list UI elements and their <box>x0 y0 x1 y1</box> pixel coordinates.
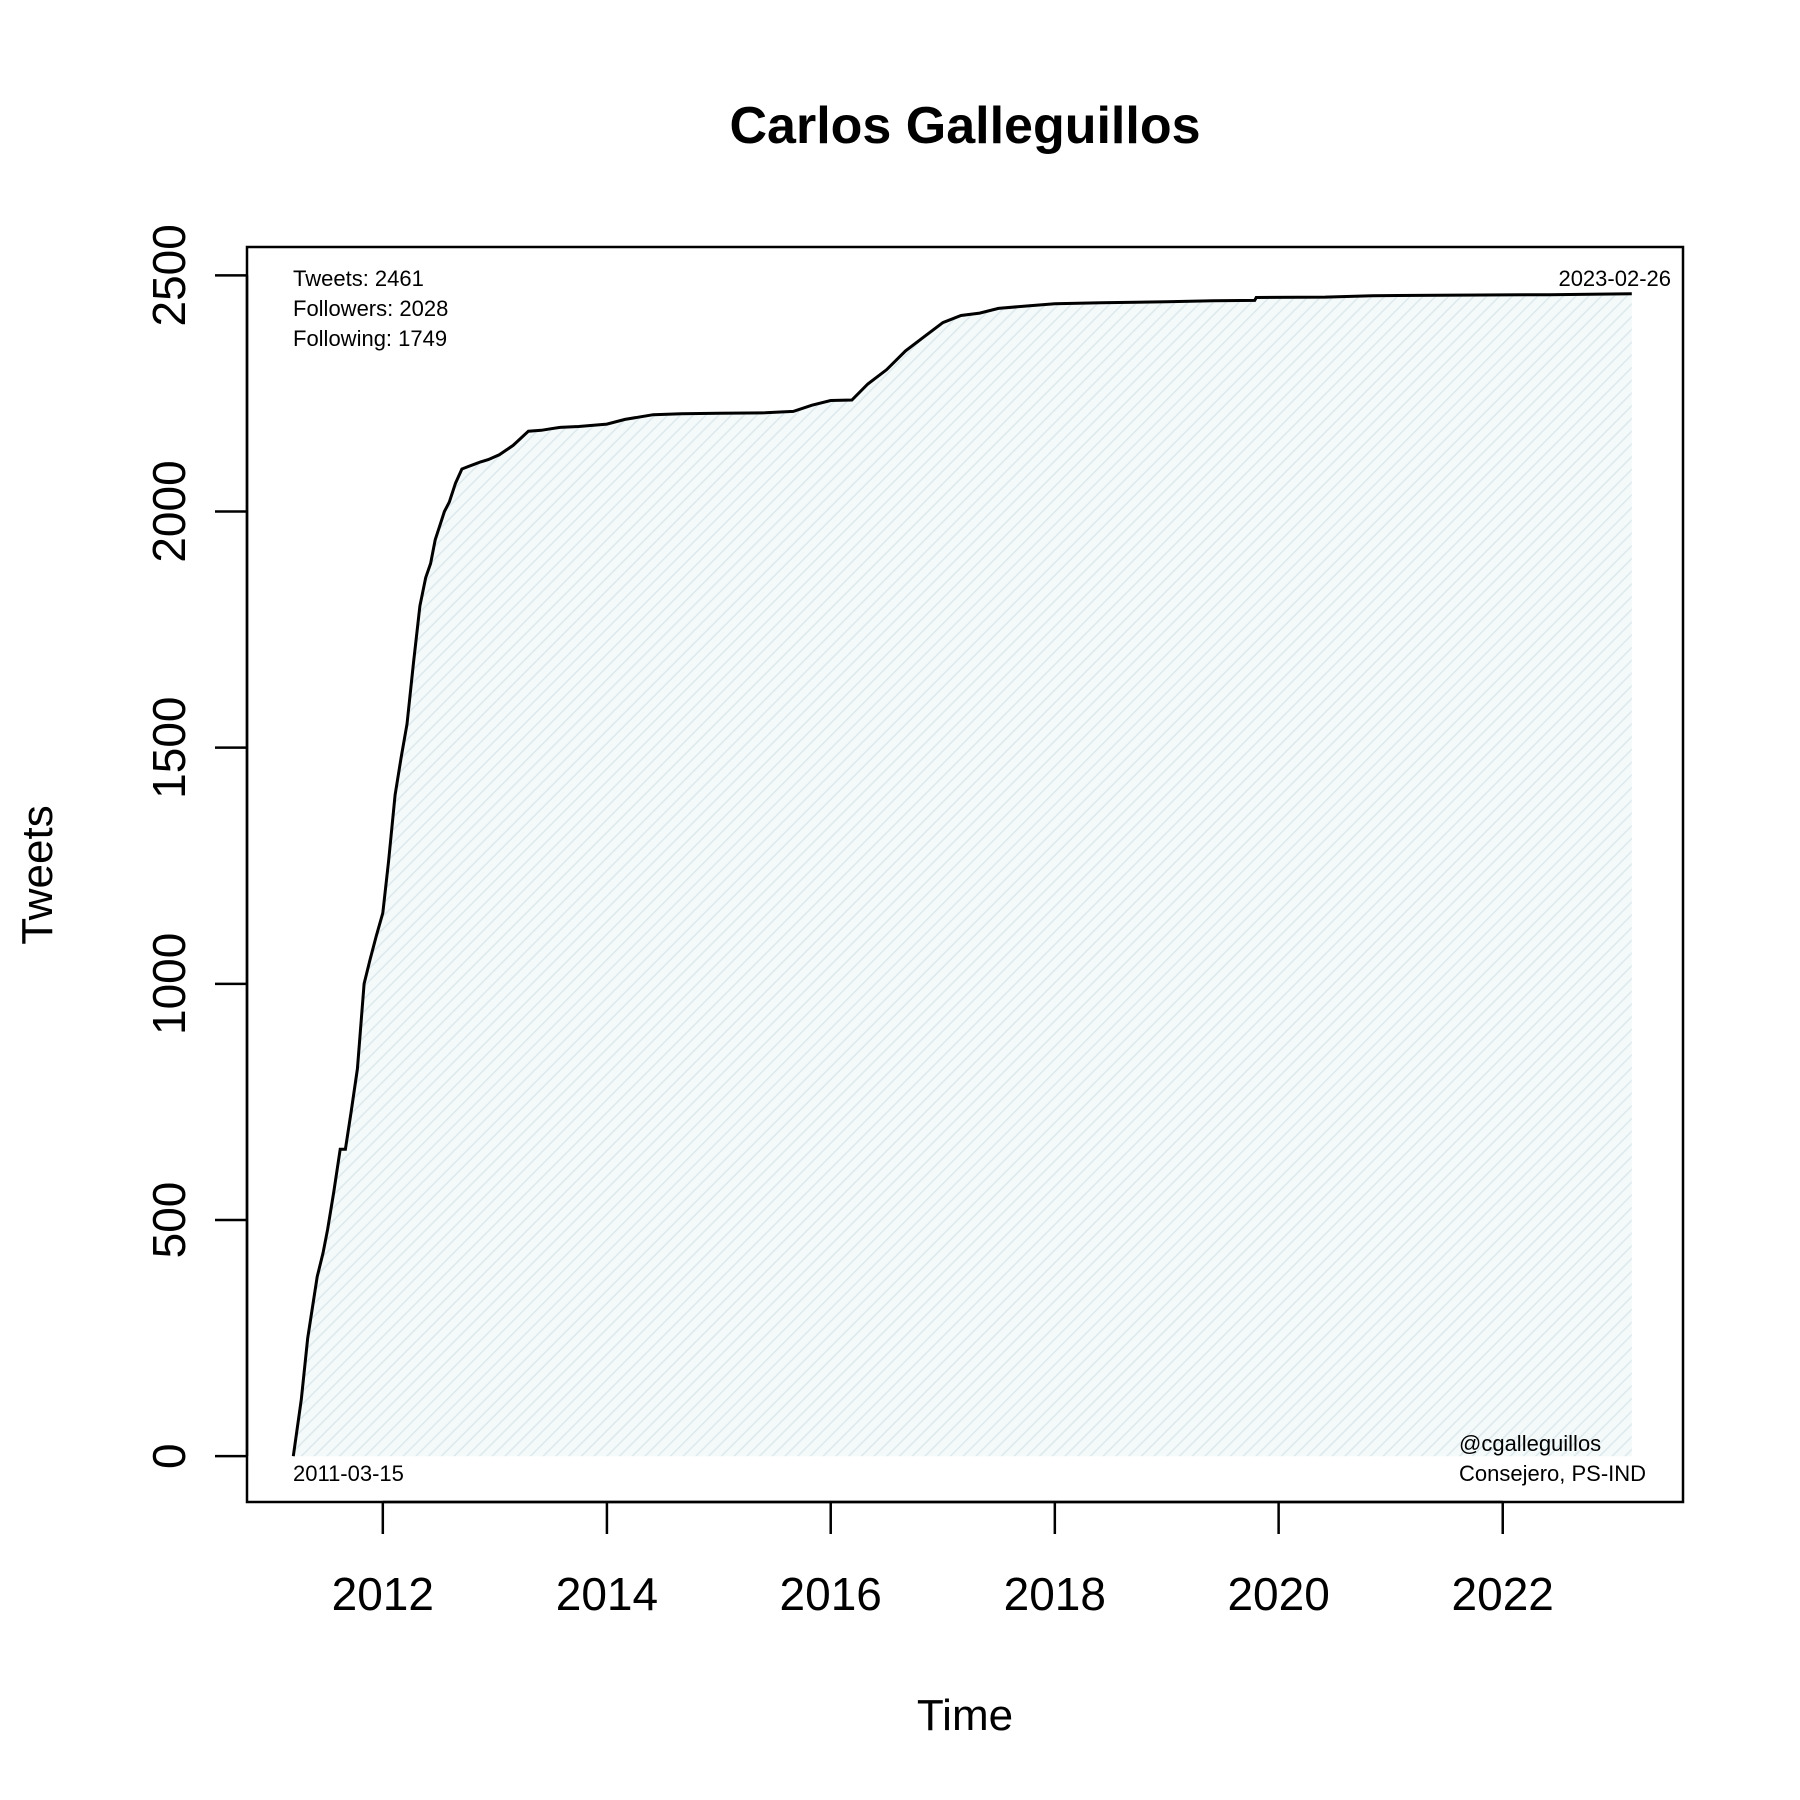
x-axis-title: Time <box>917 1691 1013 1740</box>
y-axis: 0 500 1000 1500 2000 2500 <box>143 224 249 1469</box>
area-fill <box>293 293 1632 1457</box>
y-tick-label: 1500 <box>143 697 195 799</box>
plot-area <box>291 292 1632 1457</box>
start-date-label: 2011-03-15 <box>293 1461 404 1486</box>
end-date-label: 2023-02-26 <box>1558 266 1671 291</box>
x-tick-label: 2014 <box>556 1568 658 1620</box>
y-tick-label: 2000 <box>143 460 195 562</box>
chart-title: Carlos Galleguillos <box>729 97 1200 155</box>
series-line <box>291 292 1632 1457</box>
x-tick-label: 2022 <box>1452 1568 1554 1620</box>
y-axis-title: Tweets <box>13 805 62 944</box>
y-tick-label: 1000 <box>143 933 195 1035</box>
x-tick-label: 2020 <box>1227 1568 1329 1620</box>
y-tick-label: 2500 <box>143 224 195 326</box>
x-axis: 2012 2014 2016 2018 2020 2022 <box>332 1500 1554 1620</box>
stat-followers: Followers: 2028 <box>293 296 448 321</box>
stats-annotation: Tweets: 2461 Followers: 2028 Following: … <box>293 266 448 351</box>
y-tick-label: 0 <box>143 1443 195 1469</box>
y-tick-label: 500 <box>143 1182 195 1259</box>
handle-label: @cgalleguillos <box>1459 1431 1601 1456</box>
stat-tweets: Tweets: 2461 <box>293 266 424 291</box>
x-tick-label: 2018 <box>1004 1568 1106 1620</box>
role-label: Consejero, PS-IND <box>1459 1461 1646 1486</box>
stat-following: Following: 1749 <box>293 326 447 351</box>
x-tick-label: 2016 <box>780 1568 882 1620</box>
x-tick-label: 2012 <box>332 1568 434 1620</box>
